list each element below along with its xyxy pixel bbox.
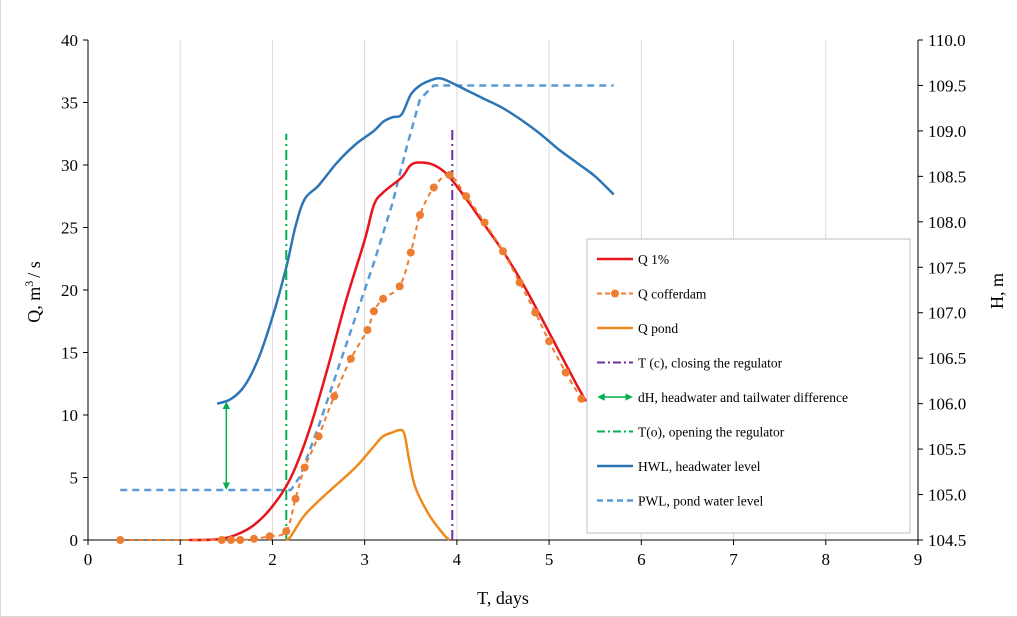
legend-dh-headwater-and-tailwater-difference-label: dH, headwater and tailwater difference: [638, 390, 848, 405]
y-left-tick-label: 35: [61, 94, 78, 113]
y-left-axis-title: Q, m3 / s: [22, 261, 44, 323]
x-tick-label: 4: [453, 550, 462, 569]
legend-t-o-opening-the-regulator-label: T(o), opening the regulator: [638, 425, 785, 440]
legend-q-1-label: Q 1%: [638, 252, 669, 267]
series-q-cofferdam-point-8: [300, 463, 309, 472]
series-q-cofferdam-point-6: [282, 527, 291, 536]
y-left-tick-label: 20: [61, 281, 78, 300]
y-left-axis-title-prefix: Q, m: [24, 287, 44, 323]
series-q-cofferdam-point-5: [265, 532, 274, 541]
series-q-cofferdam-point-26: [561, 368, 570, 377]
y-right-tick-label: 107.0: [928, 304, 966, 323]
series-q-cofferdam-point-12: [363, 326, 372, 334]
y-left-tick-labels: 0 5 10 15 20 25 30 35 40: [61, 31, 88, 550]
series-q-cofferdam-point-15: [395, 282, 404, 291]
y-left-tick-label: 0: [70, 531, 79, 550]
y-left-axis-title-superscript: 3: [22, 281, 36, 287]
series-q-cofferdam-point-27: [577, 394, 586, 403]
series-q-cofferdam-point-23: [515, 278, 524, 287]
x-tick-label: 1: [176, 550, 185, 569]
legend-hwl-headwater-level-label: HWL, headwater level: [638, 459, 761, 474]
legend-pwl-pond-water-level-label: PWL, pond water level: [638, 494, 763, 509]
series-q-pond-line: [285, 428, 451, 542]
series-hwl-headwater-level-line: [216, 76, 615, 405]
x-axis-title: T, days: [477, 588, 529, 608]
series-q-cofferdam-point-9: [314, 432, 323, 441]
legend-t-c-closing-the-regulator-label: T (c), closing the regulator: [638, 356, 783, 371]
series-q-cofferdam-point-24: [531, 308, 540, 317]
y-left-tick-label: 15: [61, 344, 78, 363]
series-q-cofferdam-point-4: [250, 534, 258, 543]
series-q-cofferdam-point-21: [480, 218, 489, 227]
y-right-axis-title: H, m: [987, 273, 1007, 309]
x-tick-label: 5: [545, 550, 554, 569]
y-left-axis-title-suffix: / s: [24, 261, 44, 278]
series-q-cofferdam-point-25: [545, 337, 554, 346]
series-q-cofferdam-point-14: [379, 294, 388, 303]
y-right-tick-label: 109.0: [928, 122, 966, 141]
series-q-cofferdam-point-1: [217, 536, 226, 544]
series-pwl-pond-water-level-line: [120, 84, 614, 492]
y-right-tick-label: 107.5: [928, 258, 966, 277]
x-tick-label: 7: [729, 550, 738, 569]
series-q-cofferdam-point-20: [462, 192, 471, 201]
series-q-cofferdam-point-22: [499, 247, 507, 256]
series-q-cofferdam-point-16: [406, 248, 415, 257]
legend: Q 1% Q cofferdam Q pond T (c), closing the …: [586, 238, 911, 534]
legend-q-pond-label: Q pond: [638, 321, 678, 336]
series-q-cofferdam-point-17: [416, 211, 424, 219]
y-right-tick-label: 105.5: [928, 440, 966, 459]
x-tick-label: 2: [268, 550, 277, 569]
plot-series: [116, 76, 615, 544]
x-tick-label: 8: [822, 550, 831, 569]
y-right-tick-label: 105.0: [928, 486, 966, 505]
legend-q-cofferdam-label: Q cofferdam: [638, 287, 707, 302]
y-left-tick-label: 30: [61, 156, 78, 175]
y-left-tick-label: 5: [70, 469, 79, 488]
y-right-tick-label: 104.5: [928, 531, 966, 550]
x-tick-label: 6: [637, 550, 646, 569]
x-tick-label: 3: [360, 550, 369, 569]
legend-q-cofferdam-marker: [611, 289, 619, 298]
y-left-tick-label: 10: [61, 406, 78, 425]
y-right-tick-label: 109.5: [928, 76, 966, 95]
y-right-tick-label: 110.0: [928, 31, 966, 50]
series-q-cofferdam-point-10: [330, 392, 339, 401]
y-left-tick-label: 25: [61, 219, 78, 238]
series-q-cofferdam-point-19: [445, 171, 454, 179]
series-q-cofferdam-point-2: [226, 536, 235, 544]
x-tick-label: 0: [84, 550, 93, 569]
series-q-cofferdam-point-0: [116, 536, 125, 544]
x-tick-label: 9: [914, 550, 923, 569]
y-left-tick-label: 40: [61, 31, 78, 50]
y-right-tick-label: 108.0: [928, 213, 966, 232]
series-q-cofferdam-point-3: [236, 536, 245, 544]
y-right-tick-label: 106.5: [928, 349, 966, 368]
series-q-cofferdam-point-13: [369, 307, 378, 316]
series-q-cofferdam-point-11: [346, 354, 355, 363]
x-tick-labels: 0 1 2 3 4 5 6 7 8 9: [84, 540, 923, 569]
y-right-tick-label: 106.0: [928, 395, 966, 414]
legend-box: [586, 238, 911, 534]
series-q-cofferdam-point-18: [429, 183, 438, 192]
y-right-tick-labels: 104.5 105.0 105.5 106.0 106.5 107.0 107.5 108.0…: [918, 31, 966, 550]
y-right-tick-label: 108.5: [928, 167, 966, 186]
series-q-cofferdam-point-7: [291, 494, 300, 503]
